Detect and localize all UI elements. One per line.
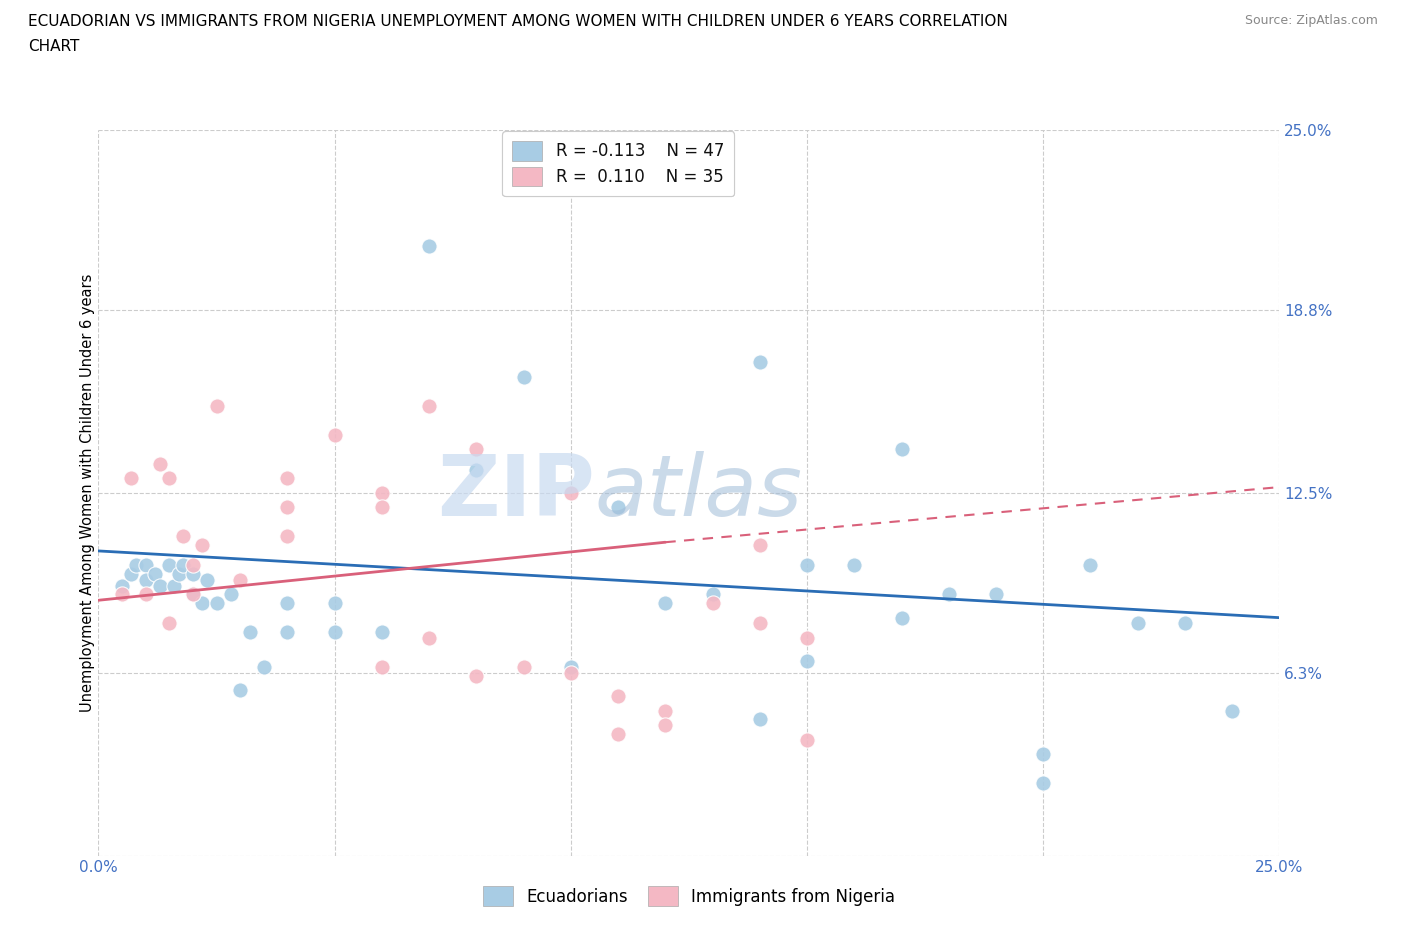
Point <box>276 471 298 485</box>
Point <box>748 616 770 631</box>
Point <box>229 573 252 588</box>
Point <box>195 573 218 588</box>
Legend: Ecuadorians, Immigrants from Nigeria: Ecuadorians, Immigrants from Nigeria <box>477 880 901 912</box>
Point <box>418 631 440 645</box>
Point <box>796 558 818 573</box>
Point <box>191 538 214 552</box>
Point <box>1220 703 1243 718</box>
Point <box>149 457 172 472</box>
Point <box>748 538 770 552</box>
Point <box>172 558 194 573</box>
Point <box>1126 616 1149 631</box>
Point <box>135 587 157 602</box>
Point <box>157 616 180 631</box>
Point <box>172 529 194 544</box>
Point <box>844 558 866 573</box>
Text: CHART: CHART <box>28 39 80 54</box>
Point <box>418 398 440 413</box>
Point <box>205 596 228 611</box>
Point <box>890 442 912 457</box>
Point <box>607 726 630 741</box>
Text: Source: ZipAtlas.com: Source: ZipAtlas.com <box>1244 14 1378 27</box>
Point <box>654 718 676 733</box>
Point <box>796 732 818 747</box>
Y-axis label: Unemployment Among Women with Children Under 6 years: Unemployment Among Women with Children U… <box>80 273 94 712</box>
Point <box>560 665 582 680</box>
Point <box>654 703 676 718</box>
Point <box>796 631 818 645</box>
Point <box>276 529 298 544</box>
Point <box>149 578 172 593</box>
Point <box>984 587 1007 602</box>
Point <box>323 625 346 640</box>
Point <box>181 587 204 602</box>
Point <box>560 485 582 500</box>
Point <box>181 558 204 573</box>
Point <box>560 659 582 674</box>
Legend: R = -0.113    N = 47, R =  0.110    N = 35: R = -0.113 N = 47, R = 0.110 N = 35 <box>502 131 734 196</box>
Point <box>121 566 143 581</box>
Point <box>276 625 298 640</box>
Point <box>702 596 724 611</box>
Point <box>135 558 157 573</box>
Point <box>143 566 166 581</box>
Point <box>938 587 960 602</box>
Point <box>323 428 346 443</box>
Point <box>890 610 912 625</box>
Text: ECUADORIAN VS IMMIGRANTS FROM NIGERIA UNEMPLOYMENT AMONG WOMEN WITH CHILDREN UND: ECUADORIAN VS IMMIGRANTS FROM NIGERIA UN… <box>28 14 1008 29</box>
Point <box>125 558 148 573</box>
Point <box>229 683 252 698</box>
Point <box>607 500 630 515</box>
Point <box>323 596 346 611</box>
Point <box>205 398 228 413</box>
Point <box>465 442 488 457</box>
Point <box>253 659 276 674</box>
Point <box>465 669 488 684</box>
Point <box>163 578 186 593</box>
Text: atlas: atlas <box>595 451 803 535</box>
Point <box>371 625 394 640</box>
Point <box>702 587 724 602</box>
Point <box>219 587 242 602</box>
Point <box>1032 747 1054 762</box>
Point <box>371 485 394 500</box>
Point <box>135 573 157 588</box>
Text: ZIP: ZIP <box>437 451 595 535</box>
Point <box>157 471 180 485</box>
Point <box>418 239 440 254</box>
Point <box>167 566 190 581</box>
Point <box>1032 776 1054 790</box>
Point <box>181 566 204 581</box>
Point <box>796 654 818 669</box>
Point <box>111 587 134 602</box>
Point <box>1174 616 1197 631</box>
Point <box>465 462 488 477</box>
Point <box>157 558 180 573</box>
Point <box>654 596 676 611</box>
Point <box>748 355 770 370</box>
Point <box>1080 558 1102 573</box>
Point <box>276 500 298 515</box>
Point <box>191 596 214 611</box>
Point <box>607 688 630 703</box>
Point <box>239 625 262 640</box>
Point <box>111 578 134 593</box>
Point <box>512 659 534 674</box>
Point <box>181 587 204 602</box>
Point <box>121 471 143 485</box>
Point <box>512 369 534 384</box>
Point <box>371 659 394 674</box>
Point <box>371 500 394 515</box>
Point <box>276 596 298 611</box>
Point <box>748 711 770 726</box>
